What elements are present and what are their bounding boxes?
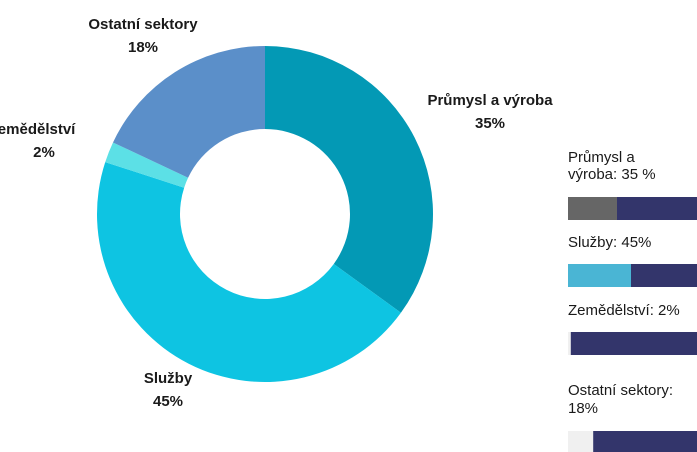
donut-slice: [105, 142, 189, 188]
slice-value-label: 18%: [128, 39, 158, 56]
bar-fill: [568, 264, 631, 287]
bar-label: 18%: [568, 400, 598, 417]
slice-label: Ostatní sektory: [88, 16, 198, 33]
bar-label: Průmysl a: [568, 149, 635, 166]
bar-label: Ostatní sektory:: [568, 382, 673, 399]
bar-track: [568, 431, 697, 452]
slice-label: Zemědělství: [0, 121, 76, 138]
donut-slice: [96, 162, 401, 383]
bar-label: výroba: 35 %: [568, 166, 656, 183]
bar-label: Zemědělství: 2%: [568, 302, 680, 319]
slice-value-label: 2%: [33, 144, 55, 161]
bar-fill: [568, 197, 617, 220]
bar-fill: [568, 431, 594, 452]
donut-slice: [112, 46, 266, 178]
slice-value-label: 45%: [153, 393, 183, 410]
slice-label: Služby: [144, 370, 193, 387]
bar-fill: [568, 332, 571, 355]
bar-track: [568, 332, 697, 355]
bar-label: Služby: 45%: [568, 234, 651, 251]
slice-label: Průmysl a výroba: [427, 92, 553, 109]
donut-slice: [265, 46, 434, 313]
slice-value-label: 35%: [475, 115, 505, 132]
